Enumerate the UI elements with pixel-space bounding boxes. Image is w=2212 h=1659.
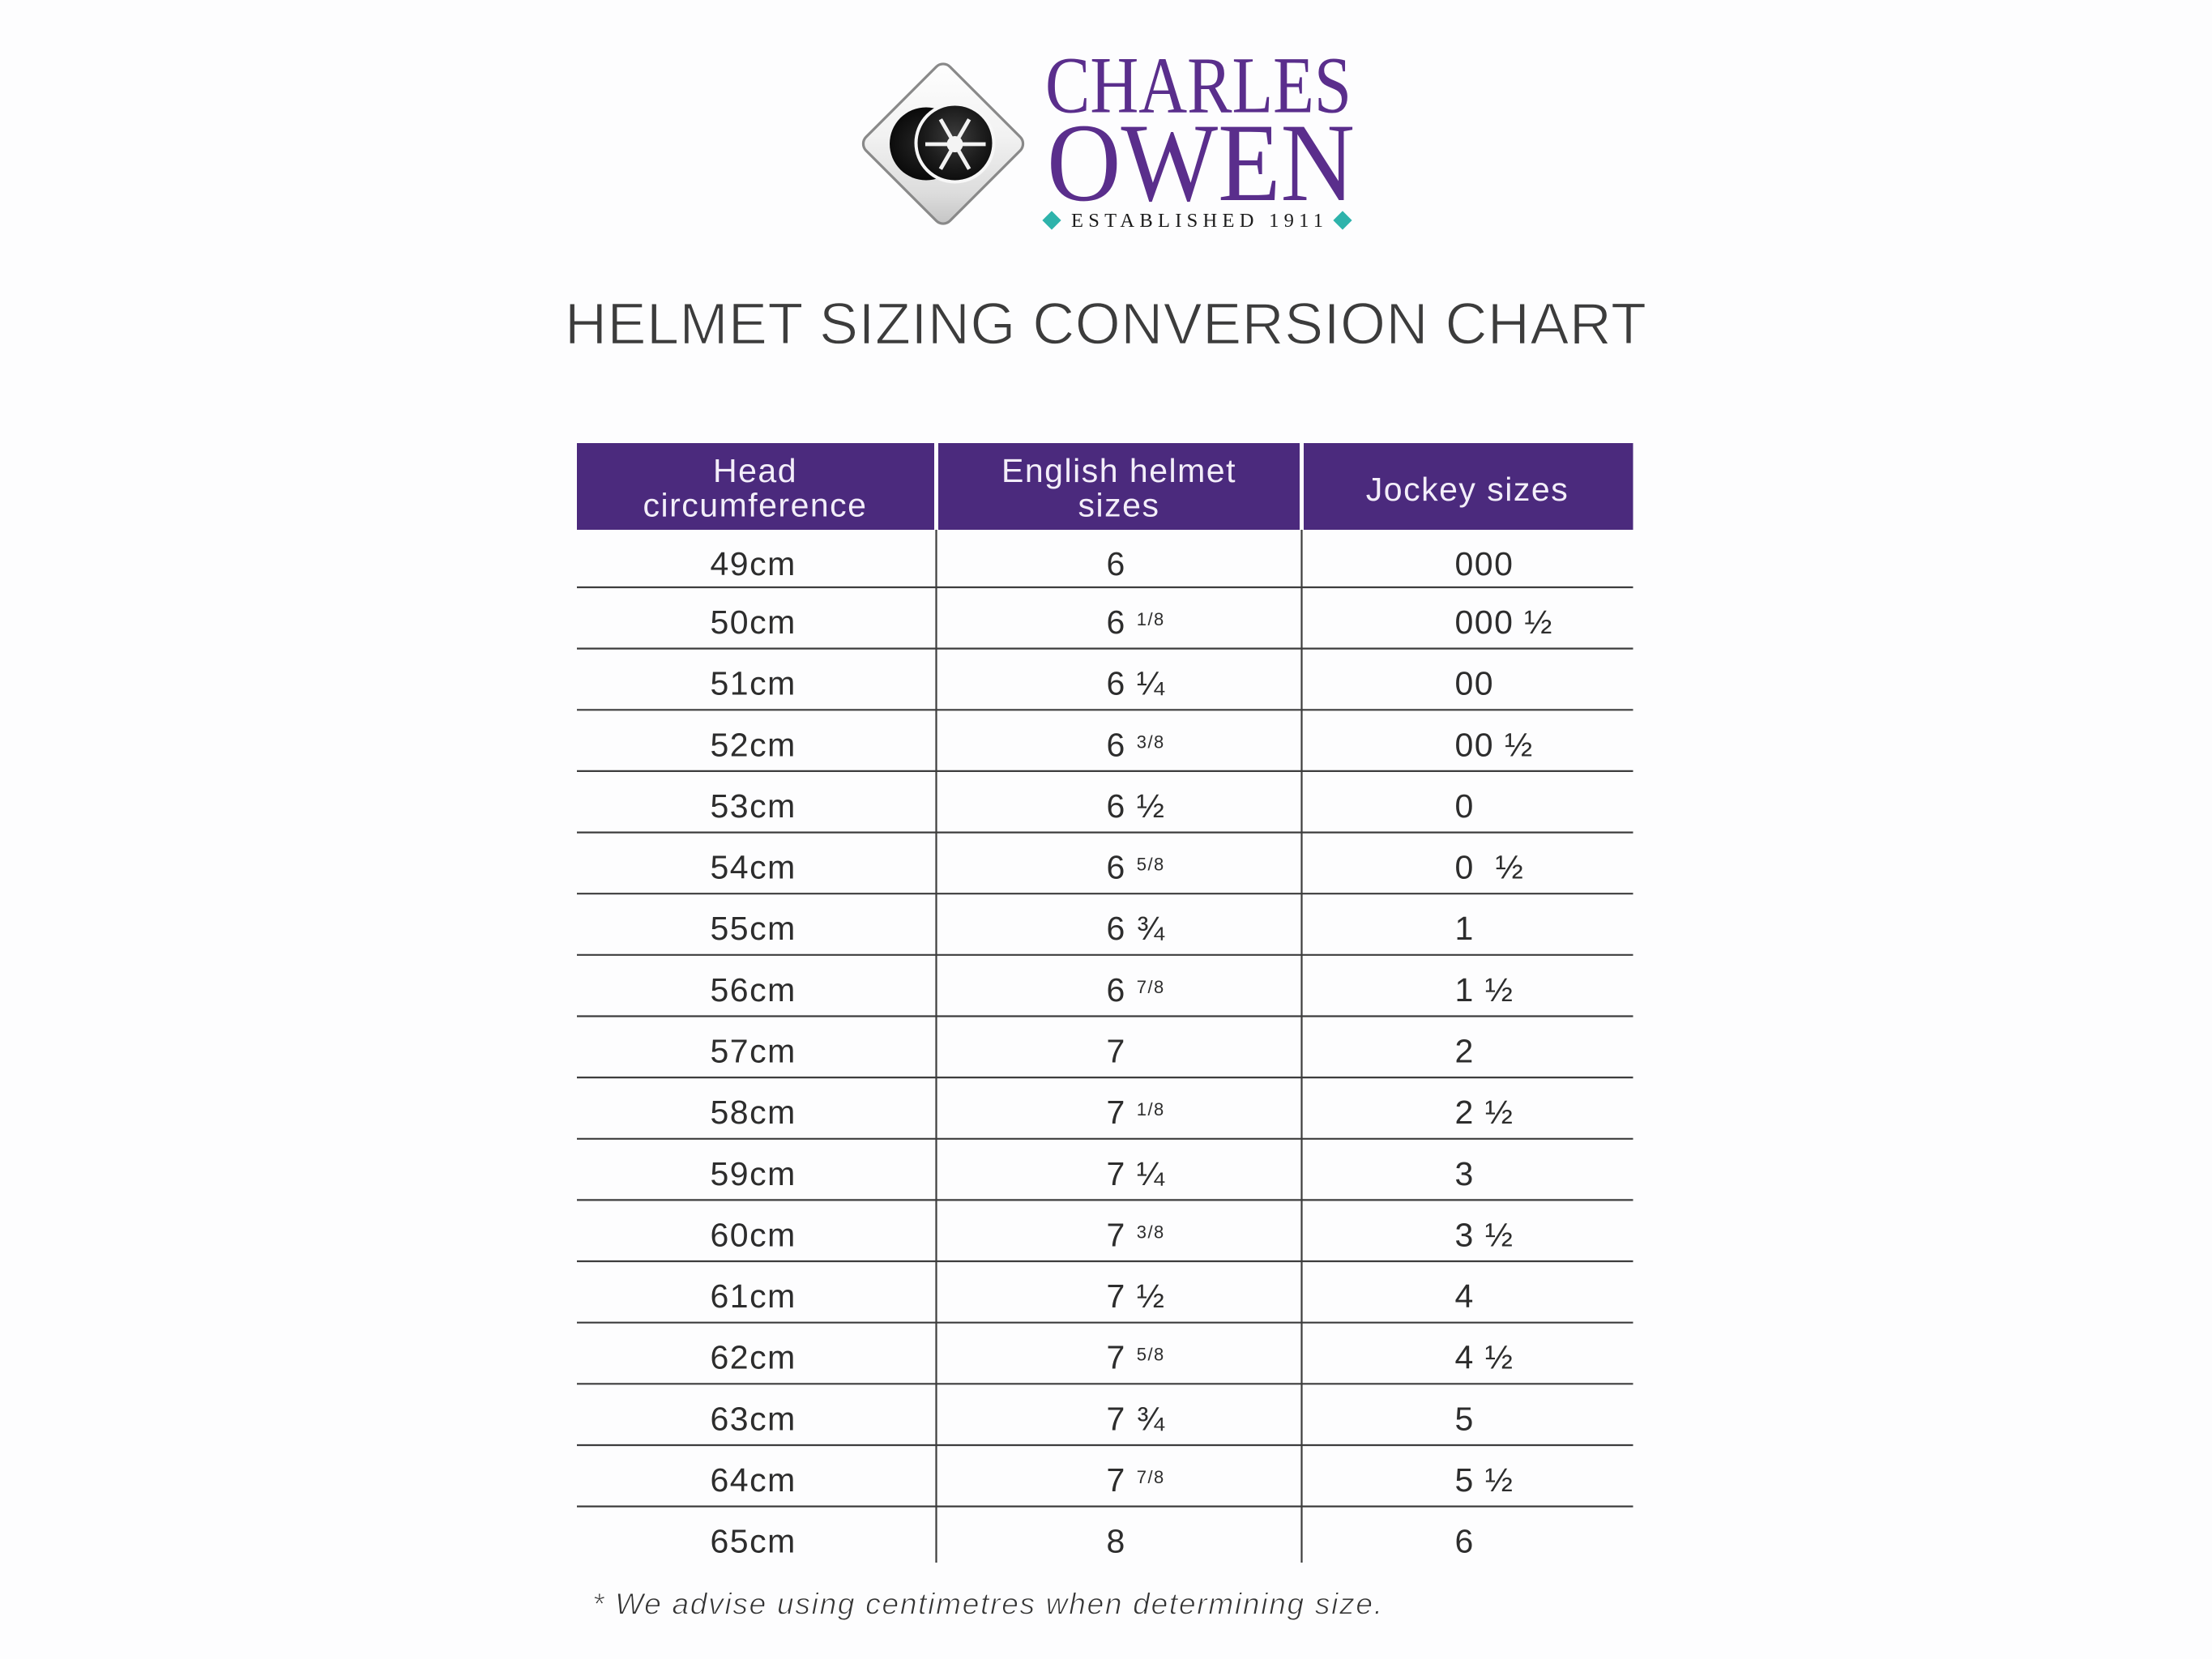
svg-text:6: 6	[1107, 545, 1126, 582]
svg-text:2 ½: 2 ½	[1455, 1094, 1514, 1131]
svg-text:6: 6	[1455, 1523, 1475, 1560]
svg-text:6 ¾: 6 ¾	[1107, 910, 1166, 947]
svg-text:Jockey sizes: Jockey sizes	[1366, 471, 1569, 508]
svg-text:OWEN: OWEN	[1047, 100, 1355, 224]
svg-text:000 ½: 000 ½	[1455, 603, 1554, 641]
svg-text:49cm: 49cm	[711, 545, 796, 582]
svg-text:60cm: 60cm	[711, 1216, 796, 1253]
svg-text:00 ½: 00 ½	[1455, 726, 1534, 763]
svg-text:3: 3	[1455, 1155, 1475, 1192]
svg-text:ESTABLISHED 1911: ESTABLISHED 1911	[1071, 210, 1323, 232]
svg-text:65cm: 65cm	[711, 1523, 796, 1560]
svg-text:6 ½: 6 ½	[1107, 787, 1166, 825]
svg-text:51cm: 51cm	[711, 665, 796, 702]
svg-text:62cm: 62cm	[711, 1339, 796, 1376]
svg-text:7 ½: 7 ½	[1107, 1277, 1166, 1315]
svg-text:3 ½: 3 ½	[1455, 1216, 1514, 1253]
svg-text:5 ½: 5 ½	[1455, 1461, 1514, 1499]
svg-text:58cm: 58cm	[711, 1094, 796, 1131]
svg-text:64cm: 64cm	[711, 1461, 796, 1499]
svg-text:55cm: 55cm	[711, 910, 796, 947]
svg-text:1: 1	[1455, 910, 1475, 947]
svg-text:8: 8	[1107, 1523, 1126, 1560]
svg-text:000: 000	[1455, 545, 1514, 582]
svg-text:1 ½: 1 ½	[1455, 971, 1514, 1009]
svg-text:6 3/8: 6 3/8	[1107, 726, 1165, 763]
svg-text:53cm: 53cm	[711, 787, 796, 825]
svg-text:5: 5	[1455, 1400, 1475, 1437]
svg-text:CHARLES: CHARLES	[1045, 41, 1352, 130]
svg-text:sizes: sizes	[1078, 487, 1160, 524]
svg-text:circumference: circumference	[643, 487, 868, 524]
svg-text:52cm: 52cm	[711, 726, 796, 763]
svg-text:7 ¾: 7 ¾	[1107, 1400, 1166, 1437]
svg-text:HELMET SIZING CONVERSION CHART: HELMET SIZING CONVERSION CHART	[565, 292, 1646, 357]
svg-text:50cm: 50cm	[711, 603, 796, 641]
svg-text:0: 0	[1455, 787, 1475, 825]
svg-text:2: 2	[1455, 1033, 1475, 1070]
svg-text:* We advise using centimetres: * We advise using centimetres when deter…	[592, 1588, 1382, 1621]
svg-text:56cm: 56cm	[711, 971, 796, 1009]
svg-text:54cm: 54cm	[711, 849, 796, 886]
svg-text:6 7/8: 6 7/8	[1107, 971, 1165, 1009]
svg-text:Head: Head	[713, 452, 797, 489]
svg-text:4 ½: 4 ½	[1455, 1339, 1514, 1376]
svg-text:7: 7	[1107, 1033, 1126, 1070]
svg-text:7 ¼: 7 ¼	[1107, 1155, 1166, 1192]
svg-text:61cm: 61cm	[711, 1277, 796, 1315]
svg-text:English helmet: English helmet	[1001, 452, 1236, 489]
svg-text:6 ¼: 6 ¼	[1107, 665, 1166, 702]
svg-text:57cm: 57cm	[711, 1033, 796, 1070]
svg-text:63cm: 63cm	[711, 1400, 796, 1437]
svg-text:59cm: 59cm	[711, 1155, 796, 1192]
svg-text:00: 00	[1455, 665, 1495, 702]
svg-text:4: 4	[1455, 1277, 1475, 1315]
svg-text:0 ½: 0 ½	[1455, 849, 1525, 886]
